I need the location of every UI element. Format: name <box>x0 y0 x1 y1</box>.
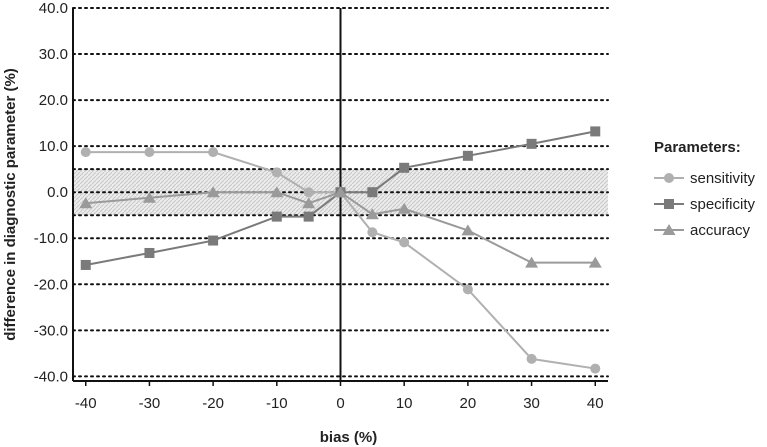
point-specificity <box>144 247 155 258</box>
y-tick-label: 0.0 <box>47 184 68 201</box>
point-accuracy <box>270 186 284 198</box>
point-specificity <box>590 126 601 137</box>
point-accuracy <box>334 186 347 198</box>
y-tick-label: 10.0 <box>39 138 68 155</box>
legend-label-specificity: specificity <box>690 196 756 213</box>
x-tick-label: -20 <box>202 395 224 412</box>
point-sensitivity <box>462 284 473 295</box>
point-sensitivity <box>590 363 601 374</box>
point-accuracy <box>461 224 475 236</box>
legend-marker-accuracy <box>662 224 676 235</box>
point-specificity <box>526 138 537 149</box>
y-tick-label: 40.0 <box>39 0 68 17</box>
point-accuracy <box>142 191 156 203</box>
point-specificity <box>462 150 473 161</box>
legend-label-sensitivity: sensitivity <box>690 170 756 187</box>
x-axis-title: bias (%) <box>320 429 378 446</box>
point-accuracy <box>525 256 539 268</box>
point-accuracy <box>588 256 602 268</box>
legend-marker-sensitivity <box>664 173 674 183</box>
point-specificity <box>399 162 410 173</box>
point-accuracy <box>365 208 379 220</box>
y-tick-label: -40.0 <box>34 368 68 385</box>
point-accuracy <box>302 197 316 209</box>
y-tick-label: -30.0 <box>34 322 68 339</box>
legend-marker-specificity <box>664 199 674 209</box>
legend-title: Parameters: <box>654 139 741 156</box>
y-tick-label: 20.0 <box>39 92 68 109</box>
point-sensitivity <box>526 353 537 364</box>
point-sensitivity <box>303 187 314 198</box>
y-tick-label: -20.0 <box>34 276 68 293</box>
point-accuracy <box>79 197 93 209</box>
x-tick-label: 30 <box>523 395 540 412</box>
point-sensitivity <box>144 147 155 158</box>
x-tick-label: 10 <box>396 395 413 412</box>
point-sensitivity <box>399 237 410 248</box>
point-accuracy <box>206 186 220 198</box>
point-specificity <box>80 259 91 270</box>
x-tick-label: -30 <box>139 395 161 412</box>
x-tick-label: 0 <box>336 395 344 412</box>
point-specificity <box>303 211 314 222</box>
point-specificity <box>208 235 219 246</box>
point-sensitivity <box>80 147 91 158</box>
legend-label-accuracy: accuracy <box>690 222 751 239</box>
x-tick-label: 40 <box>587 395 604 412</box>
y-axis-title: difference in diagnostic parameter (%) <box>2 68 19 341</box>
x-tick-label: -40 <box>75 395 97 412</box>
point-specificity <box>271 211 282 222</box>
point-sensitivity <box>271 167 282 178</box>
point-specificity <box>367 187 378 198</box>
point-sensitivity <box>208 147 219 158</box>
y-tick-label: -10.0 <box>34 230 68 247</box>
x-tick-label: -10 <box>266 395 288 412</box>
y-tick-label: 30.0 <box>39 46 68 63</box>
point-accuracy <box>397 202 411 214</box>
x-tick-label: 20 <box>460 395 477 412</box>
point-sensitivity <box>367 227 378 238</box>
